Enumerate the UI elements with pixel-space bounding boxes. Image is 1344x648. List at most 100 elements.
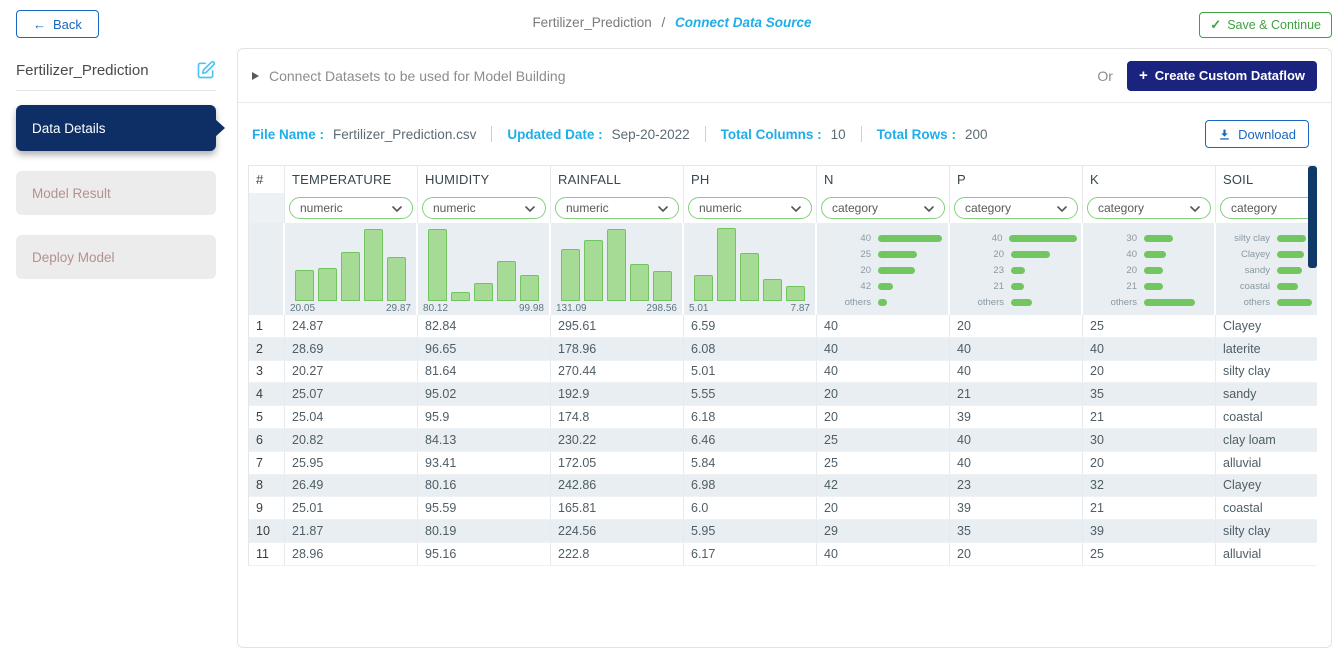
- table-cell: 20: [1083, 451, 1216, 474]
- sidebar-item-deploy-model[interactable]: Deploy Model: [16, 235, 216, 279]
- table-row[interactable]: 4 25.07 95.02 192.9 5.55 20 21 35 sandy: [249, 383, 1317, 407]
- vertical-scrollbar[interactable]: [1308, 166, 1317, 268]
- category-bar-row: 23: [956, 262, 1077, 278]
- table-chart-row: 20.05 29.87 80.12 99.98 131.09 298.56 5.01 7.87…: [249, 223, 1317, 315]
- create-custom-dataflow-button[interactable]: + Create Custom Dataflow: [1126, 60, 1317, 91]
- sidebar-item-model-result[interactable]: Model Result: [16, 171, 216, 215]
- table-cell: 230.22: [551, 428, 684, 451]
- histogram-min-label: 131.09: [556, 303, 587, 314]
- type-dropdown-k[interactable]: category: [1087, 197, 1211, 219]
- table-cell: 40: [950, 428, 1083, 451]
- table-cell: 6.98: [684, 474, 817, 497]
- table-cell: 24.87: [285, 315, 418, 337]
- row-number: 5: [249, 406, 285, 428]
- table-row[interactable]: 5 25.04 95.9 174.8 6.18 20 39 21 coastal: [249, 406, 1317, 429]
- total-columns-label: Total Columns :: [720, 126, 822, 142]
- histogram-bar: [740, 252, 759, 301]
- category-label: 21: [993, 280, 1004, 292]
- category-bar: [878, 298, 888, 306]
- table-cell: 224.56: [551, 520, 684, 542]
- expand-caret-icon[interactable]: [252, 71, 259, 80]
- sidebar-item-label: Data Details: [32, 120, 106, 136]
- file-name-value: Fertilizer_Prediction.csv: [333, 126, 477, 142]
- table-cell: 270.44: [551, 360, 684, 383]
- table-row[interactable]: 3 20.27 81.64 270.44 5.01 40 40 20 silty clay: [249, 360, 1317, 384]
- divider: [860, 126, 862, 142]
- row-number: 10: [249, 520, 285, 542]
- histogram-max-label: 99.98: [518, 303, 544, 314]
- table-cell: 20: [1083, 360, 1216, 383]
- histogram-bar: [607, 229, 626, 301]
- table-cell: 42: [817, 474, 950, 497]
- type-dropdown-rainfall[interactable]: numeric: [555, 197, 679, 219]
- sidebar: Fertilizer_Prediction Data Details Model…: [0, 48, 232, 567]
- category-label: silty clay: [1234, 232, 1270, 244]
- total-rows-value: 200: [964, 126, 988, 142]
- table-row[interactable]: 2 28.69 96.65 178.96 6.08 40 40 40 laterite: [249, 337, 1317, 361]
- table-row[interactable]: 8 26.49 80.16 242.86 6.98 42 23 32 Clayey: [249, 474, 1317, 498]
- category-bar-row: 20: [956, 246, 1077, 262]
- download-icon: [1218, 128, 1231, 141]
- table-cell: 25: [817, 428, 950, 451]
- edit-icon[interactable]: [196, 60, 216, 80]
- table-cell: 21: [1083, 497, 1216, 520]
- column-header-humidity: HUMIDITY: [418, 166, 551, 193]
- category-bar-row: coastal: [1222, 278, 1317, 294]
- category-bar-row: 40: [823, 230, 944, 246]
- histogram-min-label: 80.12: [423, 303, 449, 314]
- back-button[interactable]: ← Back: [16, 10, 99, 38]
- type-dropdown-humidity[interactable]: numeric: [422, 197, 546, 219]
- type-dropdown-p[interactable]: category: [954, 197, 1078, 219]
- table-cell: 29: [817, 520, 950, 542]
- table-cell: 80.19: [418, 520, 551, 542]
- table-row[interactable]: 7 25.95 93.41 172.05 5.84 25 40 20 alluvial: [249, 451, 1317, 475]
- save-continue-button[interactable]: ✓ Save & Continue: [1199, 12, 1332, 38]
- table-cell: 39: [950, 406, 1083, 428]
- type-dropdown-temperature[interactable]: numeric: [289, 197, 413, 219]
- category-bar: [1277, 282, 1298, 290]
- table-cell: 242.86: [551, 474, 684, 497]
- type-dropdown-ph[interactable]: numeric: [688, 197, 812, 219]
- breadcrumb-parent[interactable]: Fertilizer_Prediction: [532, 15, 652, 30]
- table-cell: 25.04: [285, 406, 418, 428]
- type-dropdown-n[interactable]: category: [821, 197, 945, 219]
- total-columns-value: 10: [830, 126, 846, 142]
- column-header-n: N: [817, 166, 950, 193]
- table-cell: 6.46: [684, 428, 817, 451]
- table-cell: 40: [817, 337, 950, 360]
- filter-cell-soil: category: [1216, 193, 1317, 223]
- category-bar: [1011, 298, 1032, 306]
- sidebar-item-data-details[interactable]: Data Details: [16, 105, 216, 151]
- table-row[interactable]: 11 28.96 95.16 222.8 6.17 40 20 25 alluvial: [249, 542, 1317, 566]
- histogram-max-label: 7.87: [790, 303, 810, 314]
- table-cell: 20: [817, 406, 950, 428]
- category-bar: [1011, 266, 1025, 274]
- table-cell: 84.13: [418, 428, 551, 451]
- table-cell: 82.84: [418, 315, 551, 337]
- category-label: 40: [860, 232, 871, 244]
- connect-datasets-section: Connect Datasets to be used for Model Bu…: [238, 49, 1331, 103]
- breadcrumb-separator: /: [661, 15, 666, 30]
- category-bar-row: 20: [1089, 262, 1210, 278]
- table-row[interactable]: 9 25.01 95.59 165.81 6.0 20 39 21 coastal: [249, 497, 1317, 521]
- category-label: 20: [993, 248, 1004, 260]
- category-label: 25: [860, 248, 871, 260]
- table-cell: 6.0: [684, 497, 817, 520]
- table-cell: 222.8: [551, 542, 684, 565]
- category-bar-row: 25: [823, 246, 944, 262]
- table-cell: 40: [950, 360, 1083, 383]
- sidebar-item-label: Deploy Model: [32, 249, 115, 265]
- table-row[interactable]: 10 21.87 80.19 224.56 5.95 29 35 39 silty clay: [249, 520, 1317, 543]
- updated-date-label: Updated Date :: [507, 126, 603, 142]
- category-label: 40: [991, 232, 1003, 244]
- category-label: coastal: [1239, 280, 1270, 292]
- column-chart-k: 30 40 20 21 others: [1083, 223, 1216, 315]
- table-row[interactable]: 6 20.82 84.13 230.22 6.46 25 40 30 clay loam: [249, 428, 1317, 452]
- table-cell: 165.81: [551, 497, 684, 520]
- type-dropdown-soil[interactable]: category: [1220, 197, 1317, 219]
- table-cell: 25: [1083, 542, 1216, 565]
- table-cell: 25: [817, 451, 950, 474]
- download-button[interactable]: Download: [1205, 120, 1309, 148]
- table-cell: 25.95: [285, 451, 418, 474]
- table-row[interactable]: 1 24.87 82.84 295.61 6.59 40 20 25 Clayey: [249, 315, 1317, 338]
